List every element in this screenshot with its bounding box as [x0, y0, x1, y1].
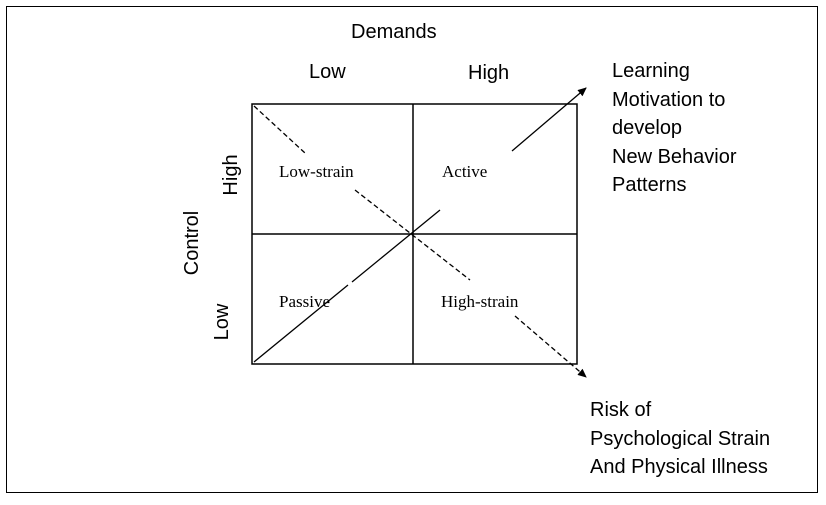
learning-diagonal-middle [351, 209, 441, 283]
strain-diagonal-arrow [514, 315, 587, 378]
learning-outcome-line: New Behavior [612, 145, 737, 168]
control-axis-title: Control [181, 210, 203, 276]
learning-outcome-line: Learning [612, 60, 690, 82]
demands-axis-title: Demands [351, 21, 437, 43]
quadrant-passive: Passive [279, 292, 330, 311]
diagram-frame [6, 6, 818, 493]
strain-diagonal-middle [354, 189, 471, 281]
learning-outcome-text: Learning Motivation to develop New Behav… [612, 57, 737, 200]
demands-low-label: Low [309, 61, 346, 83]
strain-outcome-text: Risk of Psychological Strain And Physica… [590, 396, 770, 482]
strain-outcome-line: Risk of [590, 399, 652, 421]
strain-outcome-line: Psychological Strain [590, 427, 771, 450]
strain-outcome-line: And Physical Illness [590, 456, 768, 478]
quadrant-low-strain: Low-strain [279, 162, 354, 181]
learning-diagonal-arrow [511, 87, 587, 152]
learning-outcome-line: Motivation to [612, 88, 726, 111]
learning-outcome-line: develop [612, 117, 683, 139]
strain-diagonal-upper [253, 105, 306, 154]
learning-diagonal-lower [253, 284, 349, 363]
quadrant-active: Active [442, 162, 488, 181]
control-low-label: Low [211, 303, 233, 341]
learning-outcome-line: Patterns [612, 174, 687, 196]
quadrant-high-strain: High-strain [441, 292, 519, 311]
control-high-label: High [220, 154, 242, 196]
demands-high-label: High [468, 62, 510, 84]
